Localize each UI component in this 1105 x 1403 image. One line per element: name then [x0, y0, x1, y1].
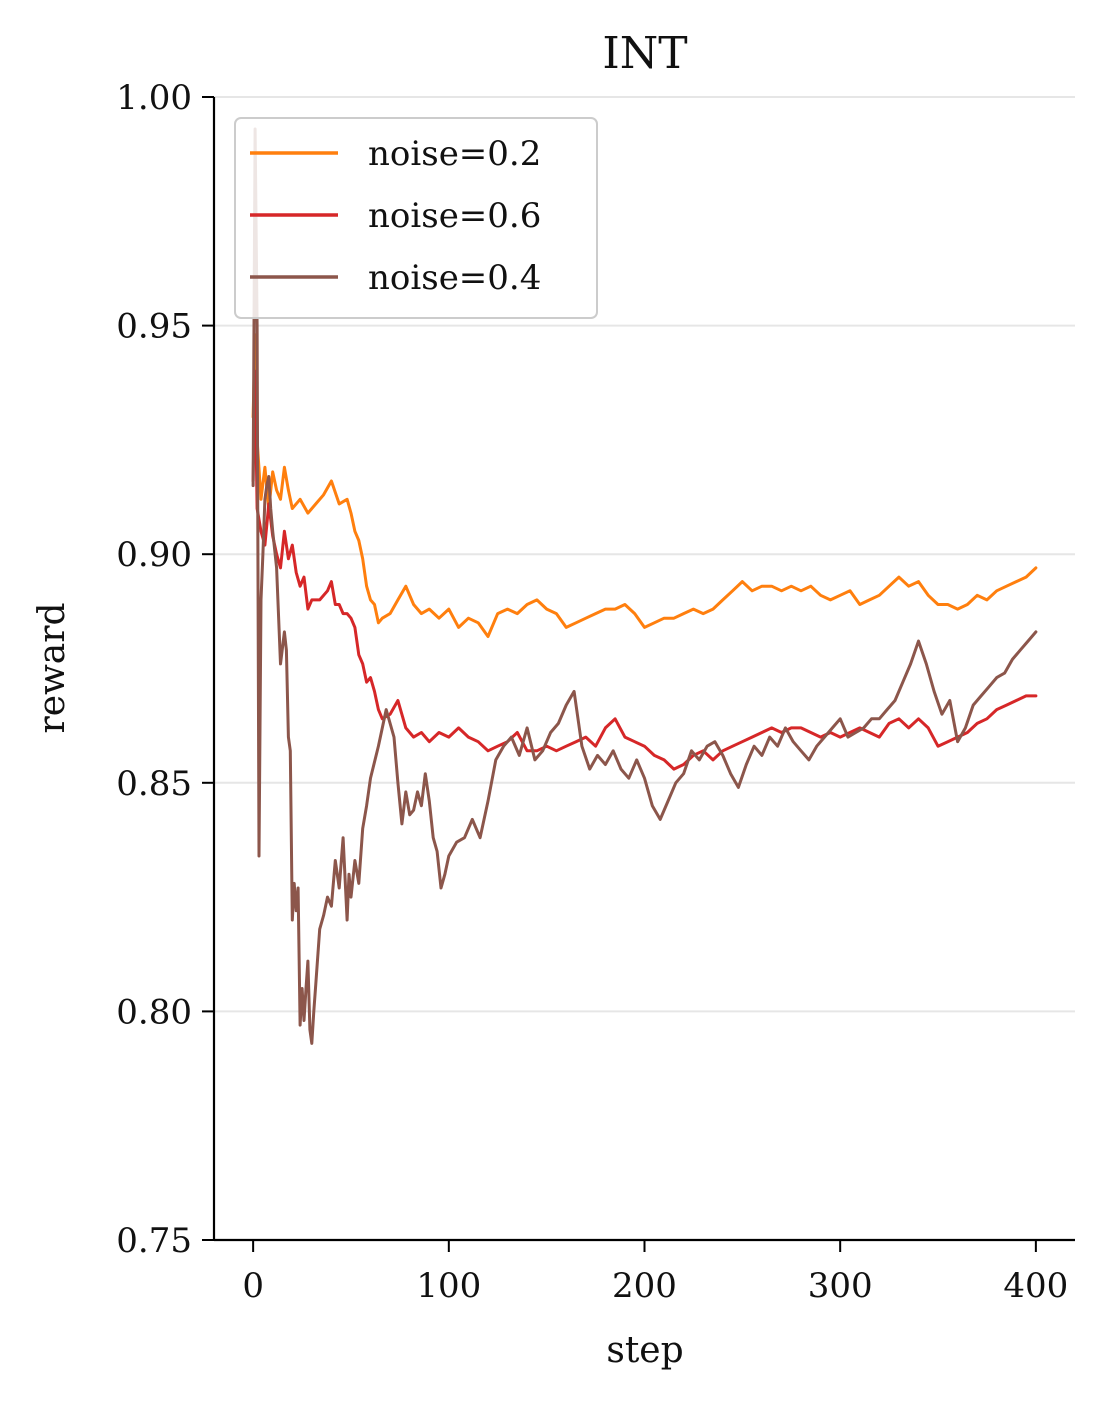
y-tick-label-5: 1.00 — [116, 78, 192, 118]
chart-title: INT — [602, 28, 687, 79]
y-tick-label-1: 0.80 — [116, 992, 192, 1032]
legend-label-1: noise=0.6 — [368, 196, 541, 236]
series-lines — [251, 127, 1038, 1045]
y-tick-label-3: 0.90 — [116, 535, 192, 575]
series-line-0 — [251, 333, 1038, 638]
series-line-2 — [251, 127, 1038, 1045]
legend-label-0: noise=0.2 — [368, 134, 541, 174]
y-tick-label-0: 0.75 — [116, 1221, 192, 1261]
y-tick-label-2: 0.85 — [116, 764, 192, 804]
y-tick-label-4: 0.95 — [116, 307, 192, 347]
y-axis-title: reward — [32, 602, 73, 733]
x-tick-label-2: 200 — [612, 1266, 677, 1306]
axes: 0.75 0.80 0.85 0.90 0.95 1.00 0 100 200 300 400 — [116, 78, 1075, 1306]
x-axis-title: step — [606, 1330, 683, 1371]
x-tick-label-0: 0 — [242, 1266, 264, 1306]
series-line-1 — [251, 369, 1038, 771]
legend-box — [234, 117, 598, 319]
legend-label-2: noise=0.4 — [368, 258, 541, 298]
x-tick-label-3: 300 — [808, 1266, 873, 1306]
x-tick-label-1: 100 — [416, 1266, 481, 1306]
x-tick-label-4: 400 — [1003, 1266, 1068, 1306]
legend: noise=0.2 noise=0.6 noise=0.4 — [234, 117, 598, 319]
